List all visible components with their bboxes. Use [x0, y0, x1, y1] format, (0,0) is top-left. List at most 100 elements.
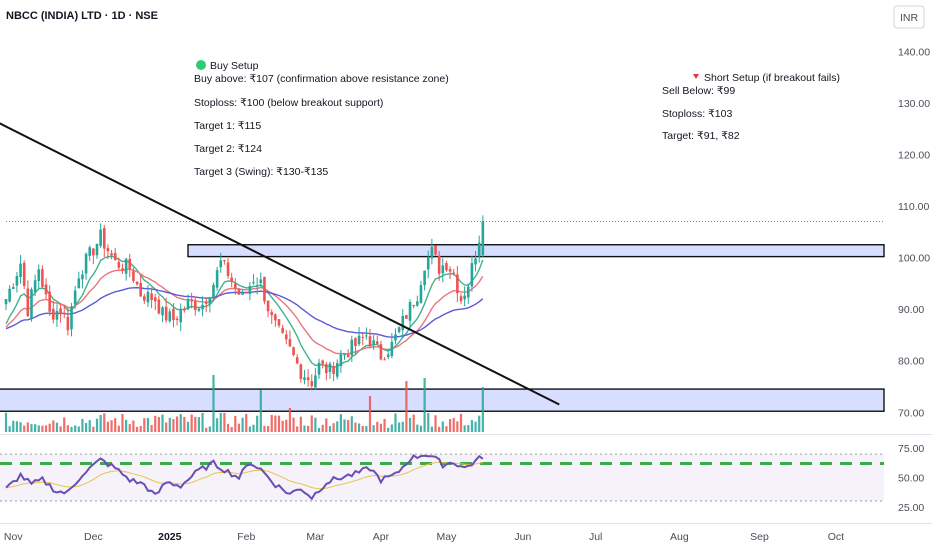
candle: [132, 271, 135, 281]
short-line: Sell Below: ₹99: [662, 85, 735, 97]
volume-bar: [52, 420, 55, 432]
volume-bar: [70, 426, 73, 432]
volume-bar: [452, 418, 455, 432]
volume-bar: [285, 419, 288, 432]
moving-averages: [5, 255, 484, 369]
volume-bar: [190, 414, 193, 432]
currency-button[interactable]: [893, 5, 925, 29]
candle: [416, 301, 419, 306]
volume-bar: [237, 423, 241, 432]
candle: [146, 291, 150, 303]
volume-bar: [474, 421, 477, 432]
candle: [332, 365, 335, 375]
volume-bar: [99, 415, 102, 432]
candle: [357, 335, 361, 345]
zones: [0, 221, 885, 412]
time-tick-label: Dec: [84, 531, 103, 543]
buy-line: Target 2: ₹124: [194, 143, 262, 155]
candle: [306, 377, 310, 381]
volume-bar: [281, 420, 284, 432]
volume-bar: [208, 426, 211, 432]
candle: [325, 364, 328, 374]
volume-bar: [390, 424, 393, 432]
candle: [139, 282, 142, 297]
candle: [204, 302, 208, 304]
volume-bar: [103, 413, 106, 432]
price-tick-label: 110.00: [898, 201, 929, 213]
candle: [270, 312, 274, 316]
volume-bar: [44, 425, 48, 432]
buy-heading: Buy Setup: [210, 60, 259, 72]
volume-bar: [114, 418, 117, 432]
rsi-tick-label: 25.00: [898, 502, 924, 514]
candle: [230, 277, 233, 282]
candle: [150, 293, 153, 301]
volume-bar: [470, 420, 474, 432]
candle: [379, 344, 383, 360]
candle: [172, 308, 175, 320]
time-tick-label: Sep: [750, 531, 769, 543]
volume-bar: [448, 419, 452, 432]
volume-bar: [241, 417, 244, 432]
volume-bar: [8, 426, 11, 432]
volume-bar: [376, 421, 379, 432]
candle: [22, 262, 26, 286]
volume-bar: [423, 378, 426, 432]
candle: [92, 248, 95, 256]
candle: [113, 253, 117, 260]
rsi-band: [0, 454, 884, 501]
short-line: Target: ₹91, ₹82: [662, 130, 740, 142]
trendline-group: [0, 122, 560, 406]
candle: [481, 221, 485, 256]
volume-bar: [303, 425, 306, 432]
short-line: Stoploss: ₹103: [662, 108, 732, 120]
volume-bar: [179, 414, 182, 432]
volume-bar: [252, 424, 255, 432]
candle: [434, 245, 437, 255]
candle: [252, 282, 255, 284]
rsi-pane: [0, 453, 884, 502]
candle: [284, 334, 288, 340]
candle: [183, 309, 186, 311]
volume-bar: [427, 413, 430, 432]
chart-title: NBCC (INDIA) LTD · 1D · NSE: [6, 10, 158, 22]
candle: [470, 263, 474, 287]
candle: [81, 274, 84, 280]
volume-bar: [223, 412, 226, 432]
volume-bar: [350, 416, 353, 432]
candle: [110, 253, 113, 256]
rsi-tick-label: 50.00: [898, 473, 924, 485]
volume-bar: [154, 415, 157, 432]
time-tick-label: Oct: [828, 531, 844, 543]
price-tick-label: 90.00: [898, 304, 924, 316]
candle: [55, 310, 59, 320]
candle: [143, 296, 146, 301]
candle: [408, 302, 412, 321]
volume-bar: [310, 415, 313, 432]
volume-bar: [467, 425, 470, 432]
candle: [259, 279, 263, 284]
volume-bar: [277, 415, 281, 432]
volume-bar: [307, 425, 310, 432]
volume-bar: [212, 375, 215, 432]
candle: [37, 269, 41, 281]
volume-bar: [361, 426, 364, 432]
candle: [66, 316, 70, 331]
volume-bar: [92, 426, 95, 432]
candle: [44, 284, 48, 295]
candle: [394, 334, 397, 341]
volume-bar: [34, 424, 37, 432]
volume-bar: [394, 413, 397, 432]
volume-bar: [37, 425, 40, 432]
rsi-signal-line: [5, 461, 483, 490]
buy-setup-note: Buy Setup Buy above: ₹107 (confirmation …: [194, 60, 449, 178]
candle: [383, 359, 386, 361]
time-tick-label: Feb: [237, 531, 255, 543]
volume-bar: [186, 421, 190, 432]
candle: [390, 341, 394, 357]
candle: [226, 262, 230, 276]
volume-bar: [325, 418, 328, 432]
candle: [161, 307, 164, 316]
